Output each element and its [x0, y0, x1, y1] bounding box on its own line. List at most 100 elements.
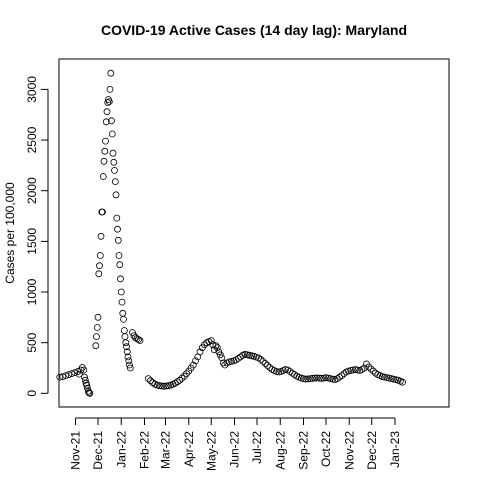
data-point	[103, 108, 111, 116]
data-point	[207, 337, 215, 345]
y-tick-label: 1500	[25, 228, 39, 255]
data-point	[80, 366, 88, 374]
data-point	[93, 333, 100, 341]
data-point	[192, 357, 199, 365]
y-axis-label: Cases per 100,000	[3, 182, 17, 284]
data-point	[367, 365, 375, 373]
data-point	[113, 214, 121, 222]
x-tick-label: Apr-22	[182, 431, 196, 467]
data-point	[360, 364, 368, 372]
data-point	[122, 339, 130, 347]
data-point	[115, 252, 123, 259]
data-point	[135, 336, 142, 344]
data-point	[311, 374, 319, 382]
data-point	[99, 208, 106, 216]
data-point	[180, 372, 188, 380]
data-point	[99, 173, 107, 180]
data-point	[126, 364, 134, 372]
data-point	[105, 98, 113, 105]
data-point	[126, 361, 133, 369]
data-point	[124, 353, 132, 361]
data-point	[108, 117, 115, 125]
data-point	[71, 369, 79, 377]
data-point	[264, 362, 271, 369]
y-tick-label: 500	[25, 332, 39, 352]
data-point	[111, 166, 118, 174]
data-point	[102, 118, 110, 126]
data-point	[261, 359, 269, 367]
x-tick-label: Jul-22	[250, 431, 264, 464]
data-point	[196, 348, 204, 356]
data-points	[56, 69, 406, 397]
x-tick-label: Jun-22	[228, 431, 242, 468]
data-point	[109, 149, 117, 157]
data-point	[338, 372, 346, 380]
x-tick-label: Oct-22	[319, 431, 333, 467]
x-tick-label: Jan-23	[388, 431, 402, 468]
data-point	[136, 337, 144, 345]
data-point	[369, 367, 377, 375]
data-point	[59, 373, 67, 381]
x-tick-label: Dec-21	[91, 431, 105, 470]
data-point	[101, 147, 109, 155]
data-point	[176, 376, 184, 384]
data-point	[114, 225, 121, 233]
x-tick-label: Dec-22	[365, 431, 379, 470]
x-tick-label: Nov-21	[69, 431, 83, 470]
data-point	[216, 351, 224, 359]
data-point	[86, 389, 94, 397]
data-point	[306, 375, 314, 383]
data-point	[158, 382, 166, 390]
data-point	[284, 366, 292, 374]
data-point	[117, 288, 125, 296]
data-point	[92, 342, 100, 350]
data-point	[112, 191, 120, 199]
data-point	[100, 157, 108, 165]
data-point	[83, 381, 91, 389]
plot-frame	[58, 58, 450, 408]
x-tick-label: Nov-22	[342, 431, 356, 470]
data-point	[218, 354, 226, 362]
data-point	[212, 342, 220, 350]
x-tick-label: Jan-22	[114, 431, 128, 468]
y-axis: 0 500 1000 1500 2000 2500 3000	[25, 76, 49, 397]
data-point	[85, 389, 93, 397]
x-tick-label: Aug-22	[273, 431, 287, 470]
data-point	[94, 313, 102, 321]
data-point	[160, 382, 168, 390]
data-point	[107, 69, 115, 77]
data-point	[125, 357, 133, 365]
data-point	[104, 99, 112, 106]
x-tick-label: Feb-22	[138, 431, 152, 469]
data-point	[120, 315, 127, 323]
data-point	[96, 252, 104, 259]
data-point	[65, 371, 73, 379]
data-point	[110, 158, 118, 166]
data-point	[257, 355, 265, 363]
data-point	[399, 378, 406, 386]
y-tick-label: 2000	[25, 177, 39, 204]
y-tick-label: 3000	[25, 76, 39, 103]
data-point	[313, 374, 321, 382]
data-point	[75, 370, 83, 378]
data-point	[81, 373, 88, 381]
y-tick-label: 0	[25, 390, 39, 397]
data-point	[102, 137, 109, 145]
data-point	[111, 178, 119, 186]
data-point	[108, 130, 116, 138]
data-point	[95, 270, 103, 278]
x-tick-label: Sep-22	[297, 431, 311, 470]
data-point	[123, 348, 131, 356]
data-point	[68, 370, 76, 378]
chart-title: COVID-19 Active Cases (14 day lag): Mary…	[101, 22, 407, 38]
data-point	[178, 374, 186, 382]
data-point	[318, 374, 325, 382]
data-point	[114, 236, 122, 244]
data-point	[62, 372, 70, 380]
data-point	[234, 354, 242, 362]
data-point	[259, 357, 267, 365]
data-point	[117, 275, 124, 283]
y-tick-label: 2500	[25, 126, 39, 153]
data-point	[189, 361, 197, 369]
